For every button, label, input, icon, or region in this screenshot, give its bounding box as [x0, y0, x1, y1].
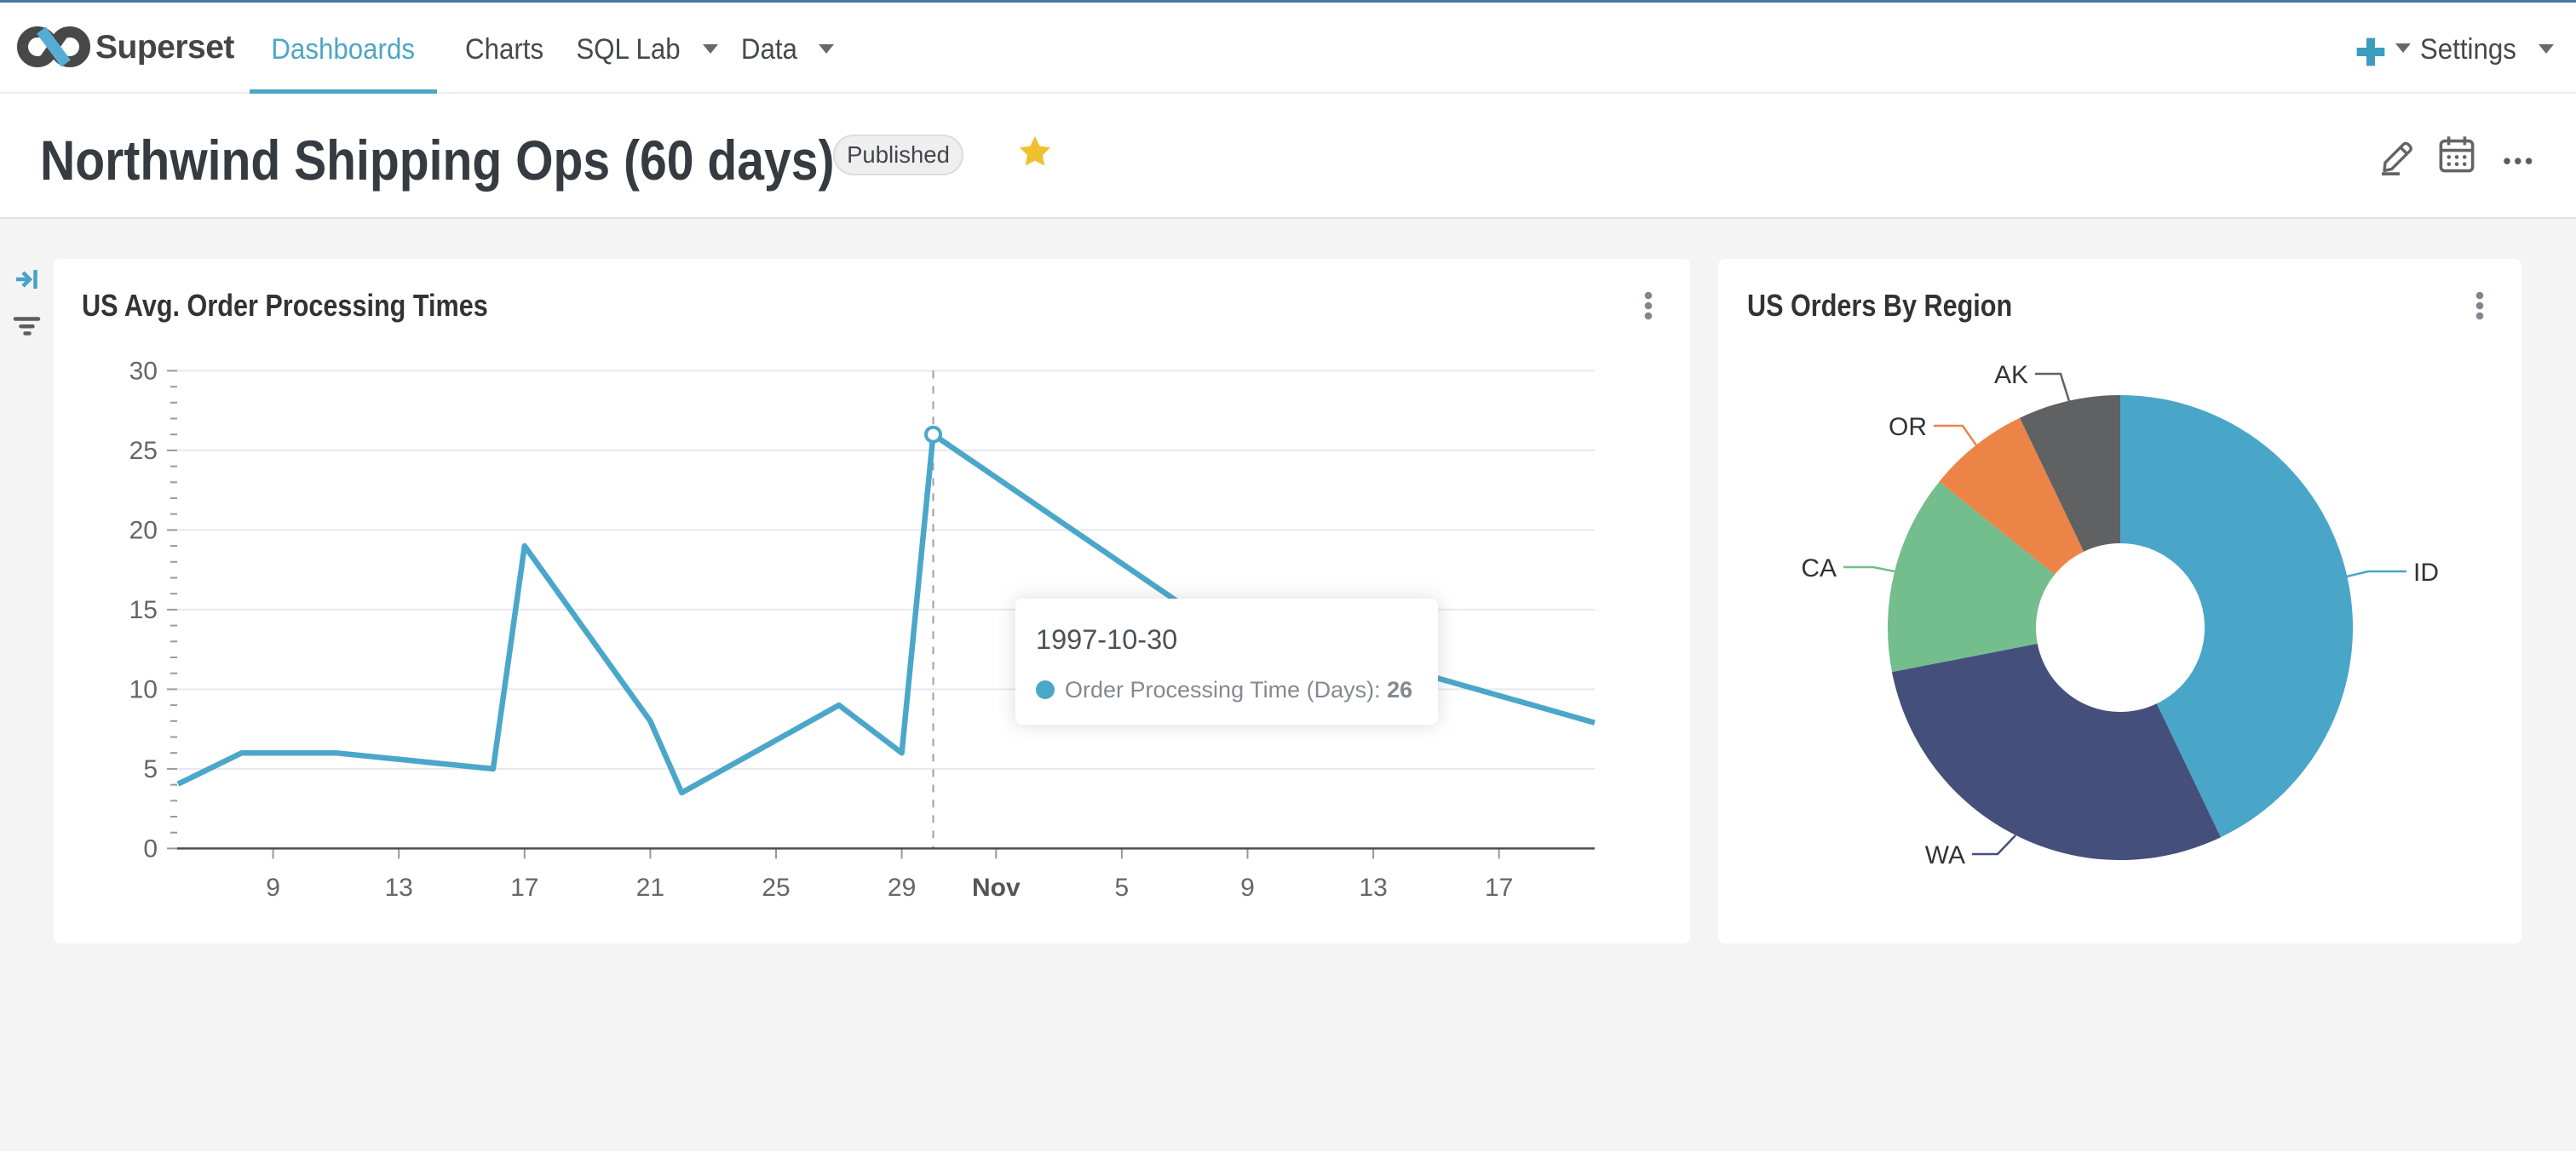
svg-text:5: 5	[143, 755, 158, 783]
svg-text:17: 17	[510, 874, 538, 902]
svg-text:13: 13	[1359, 874, 1387, 902]
svg-text:9: 9	[266, 874, 280, 902]
svg-text:20: 20	[129, 516, 158, 544]
svg-text:13: 13	[385, 874, 413, 902]
svg-text:25: 25	[762, 874, 790, 902]
svg-text:15: 15	[129, 596, 158, 624]
svg-text:21: 21	[636, 874, 664, 902]
svg-text:5: 5	[1115, 874, 1130, 902]
svg-text:29: 29	[888, 874, 916, 902]
svg-text:WA: WA	[1925, 841, 1965, 869]
svg-text:CA: CA	[1801, 554, 1837, 582]
svg-text:17: 17	[1485, 874, 1513, 902]
svg-text:ID: ID	[2413, 559, 2439, 587]
svg-text:OR: OR	[1889, 413, 1927, 441]
svg-text:25: 25	[129, 437, 158, 465]
svg-text:9: 9	[1240, 874, 1255, 902]
svg-text:30: 30	[129, 357, 158, 385]
svg-text:0: 0	[143, 835, 158, 863]
svg-text:Nov: Nov	[972, 874, 1021, 902]
svg-text:10: 10	[129, 675, 158, 703]
svg-text:AK: AK	[1994, 361, 2028, 389]
